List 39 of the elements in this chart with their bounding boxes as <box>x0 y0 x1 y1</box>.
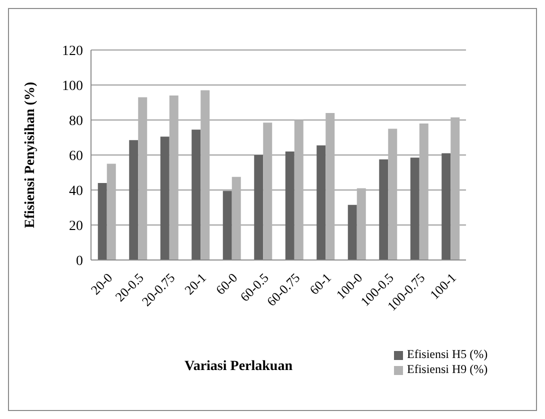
bar <box>379 159 388 260</box>
bar <box>222 190 232 260</box>
bar <box>169 96 178 260</box>
bar <box>450 117 460 260</box>
bar <box>254 155 264 260</box>
bar <box>106 164 116 260</box>
bar <box>326 113 335 260</box>
bar <box>98 183 107 260</box>
bar <box>419 124 428 260</box>
legend-label: Efisiensi H5 (%) <box>407 347 488 361</box>
bar <box>232 176 241 260</box>
x-tick-label: 60-0 <box>212 270 240 298</box>
bar <box>200 90 210 260</box>
y-tick-label: 80 <box>69 114 83 129</box>
y-tick-label: 40 <box>69 184 83 199</box>
bar <box>160 136 170 260</box>
bar <box>388 128 398 260</box>
bar <box>348 204 357 260</box>
bar <box>192 130 201 260</box>
bar <box>316 145 326 260</box>
bar <box>129 140 138 260</box>
x-axis-title: Variasi Perlakuan <box>184 359 293 374</box>
bar <box>442 153 451 260</box>
y-tick-label: 0 <box>76 254 83 269</box>
x-tick-label: 20-1 <box>182 270 210 298</box>
x-tick-label: 60-1 <box>306 270 334 298</box>
bar <box>356 188 366 260</box>
bar <box>138 97 148 260</box>
y-tick-label: 60 <box>69 148 83 164</box>
legend-label: Efisiensi H9 (%) <box>407 362 488 376</box>
bar <box>294 120 304 260</box>
y-axis-title: Efisiensi Penyisihan (%) <box>22 82 38 228</box>
x-tick-label: 20-0 <box>88 270 116 298</box>
bar <box>285 152 294 260</box>
y-tick-label: 20 <box>69 218 83 234</box>
bar <box>263 122 272 260</box>
y-tick-label: 100 <box>62 78 83 94</box>
y-tick-label: 120 <box>62 44 83 59</box>
bar <box>410 158 420 260</box>
